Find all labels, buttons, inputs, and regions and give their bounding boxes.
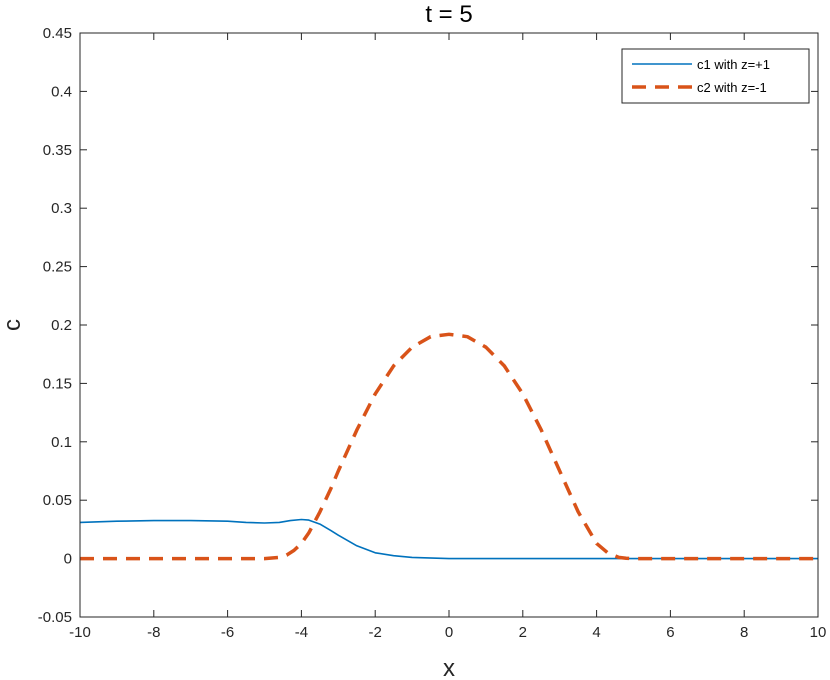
y-tick-label: 0.45 — [43, 25, 72, 42]
y-tick-label: 0.35 — [43, 142, 72, 159]
y-axis-label: c — [0, 319, 26, 331]
plot-background — [80, 33, 818, 617]
x-tick-label: -4 — [295, 624, 308, 641]
x-tick-label: -2 — [369, 624, 382, 641]
series-line-2 — [80, 332, 818, 561]
x-tick-label: -8 — [147, 624, 160, 641]
x-tick-label: -6 — [221, 624, 234, 641]
x-tick-label: 4 — [592, 624, 600, 641]
chart-title: t = 5 — [425, 1, 472, 28]
x-tick-label: 0 — [445, 624, 453, 641]
y-tick-label: 0.25 — [43, 259, 72, 276]
legend-label-c1: c1 with z=+1 — [697, 57, 770, 72]
y-tick-label: 0.4 — [51, 83, 72, 100]
x-axis-label: x — [443, 655, 455, 680]
y-tick-label: 0.2 — [51, 317, 72, 334]
tick-labels: -10 -8 -6 -4 -2 0 2 4 6 8 10 -0.05 0 0.05 0.1 0.15 0.2 0.… — [38, 25, 827, 641]
series-line-1 — [79, 518, 818, 560]
x-tick-label: 8 — [740, 624, 748, 641]
legend-label-c2: c2 with z=-1 — [697, 80, 767, 95]
legend: c1 with z=+1 c2 with z=-1 — [621, 48, 810, 104]
legend-box — [621, 48, 810, 104]
x-tick-label: 6 — [666, 624, 674, 641]
x-tick-label: 2 — [519, 624, 527, 641]
y-tick-label: 0.15 — [43, 375, 72, 392]
series-layer — [79, 332, 818, 561]
x-tick-label: 10 — [810, 624, 827, 641]
y-tick-label: 0.05 — [43, 492, 72, 509]
y-tick-label: -0.05 — [38, 609, 72, 626]
y-tick-label: 0.1 — [51, 434, 72, 451]
y-tick-label: 0.3 — [51, 200, 72, 217]
plot-frame — [79, 32, 819, 618]
x-tick-label: -10 — [69, 624, 91, 641]
y-tick-label: 0 — [64, 551, 72, 568]
